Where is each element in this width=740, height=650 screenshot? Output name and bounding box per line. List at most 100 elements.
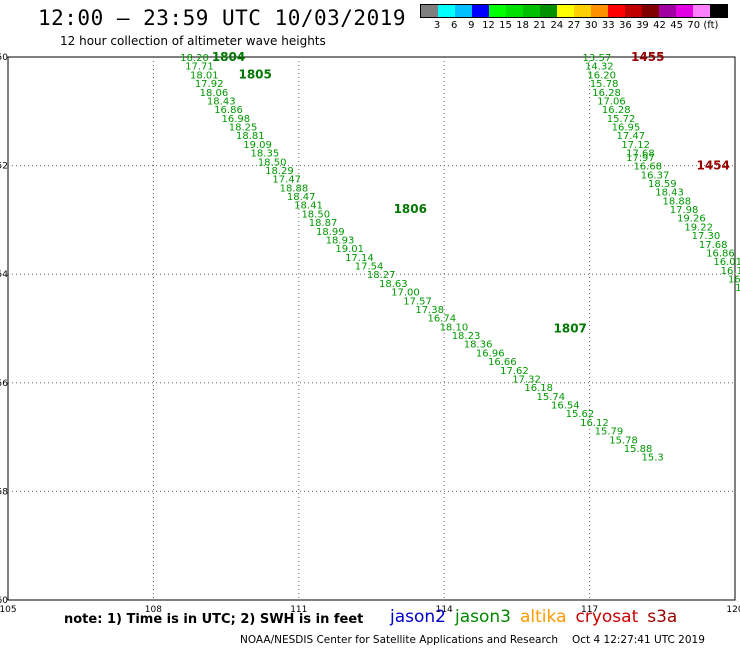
wave-height-label: 17.98 bbox=[670, 205, 699, 216]
scale-swatch bbox=[625, 5, 642, 17]
wave-height-label: 15.62 bbox=[566, 409, 595, 420]
wave-height-label: 16.86 bbox=[214, 105, 243, 116]
scale-swatch bbox=[506, 5, 523, 17]
wave-height-label: 18.35 bbox=[251, 149, 280, 160]
wave-height-label: 16.95 bbox=[612, 123, 641, 134]
wave-height-label: 17.92 bbox=[195, 79, 224, 90]
wave-height-label: 18.99 bbox=[316, 227, 345, 238]
wave-height-label: 17.14 bbox=[345, 253, 374, 264]
wave-height-label: 18.43 bbox=[207, 96, 236, 107]
x-tick-label: 120 bbox=[726, 605, 740, 615]
wave-height-label: 18.36 bbox=[464, 340, 493, 351]
pass-number-label: 1805 bbox=[238, 67, 271, 81]
wave-height-label: 18.23 bbox=[452, 331, 481, 342]
scale-label: 6 bbox=[451, 20, 458, 31]
wave-height-label: 18.10 bbox=[440, 322, 469, 333]
wave-height-label: 16.74 bbox=[427, 314, 456, 325]
wave-height-label: 16.19 bbox=[721, 266, 740, 277]
wave-height-label: 15.74 bbox=[537, 392, 566, 403]
pass-number-label: 1804 bbox=[212, 50, 245, 64]
satellite-cryosat: cryosat bbox=[575, 607, 639, 627]
wave-height-label: 14.32 bbox=[585, 62, 614, 73]
satellite-jason2: jason2 bbox=[390, 607, 446, 627]
wave-height-label: 16.86 bbox=[706, 248, 735, 259]
wave-height-label: 17.32 bbox=[512, 374, 541, 385]
scale-swatch bbox=[438, 5, 455, 17]
wave-height-label: 16.66 bbox=[488, 357, 517, 368]
scale-swatch bbox=[557, 5, 574, 17]
scale-label: 24 bbox=[550, 20, 564, 31]
credit-timestamp: Oct 4 12:27:41 UTC 2019 bbox=[572, 634, 705, 646]
wave-height-label: 17.62 bbox=[500, 366, 529, 377]
scale-label: 70 bbox=[687, 20, 701, 31]
footer-note: note: 1) Time is in UTC; 2) SWH is in fe… bbox=[64, 612, 364, 627]
scale-swatch bbox=[642, 5, 659, 17]
wave-height-label: 16.37 bbox=[641, 170, 670, 181]
wave-height-label: 18.06 bbox=[200, 88, 229, 99]
color-scale-legend: 3 6 9 12 15 18 21 24 27 30 33 36 39 42 45 70 (ft) bbox=[420, 4, 728, 36]
plot-frame bbox=[7, 56, 736, 601]
scale-label: 42 bbox=[653, 20, 666, 31]
scale-label: 9 bbox=[468, 20, 475, 31]
wave-height-label: 18.88 bbox=[663, 196, 692, 207]
wave-height-label: 16.01 bbox=[713, 257, 740, 268]
pass-number-label: 1454 bbox=[696, 159, 729, 173]
scale-label: 30 bbox=[584, 20, 598, 31]
wave-height-label: 15.78 bbox=[609, 435, 638, 446]
wave-height-label: 18.50 bbox=[301, 209, 330, 220]
wave-height-label: 18.20 bbox=[180, 53, 209, 64]
y-tick-label: -50 bbox=[0, 53, 8, 63]
wave-height-label: 18.59 bbox=[648, 179, 677, 190]
scale-label: 33 bbox=[601, 20, 615, 31]
scale-swatch bbox=[693, 5, 710, 17]
x-tick-label: 105 bbox=[0, 605, 17, 615]
wave-height-label: 17.38 bbox=[415, 305, 444, 316]
wave-height-label: 19.26 bbox=[677, 214, 706, 225]
scale-swatch bbox=[574, 5, 591, 17]
wave-height-label: 16.96 bbox=[476, 348, 505, 359]
wave-height-label: 18.47 bbox=[287, 192, 316, 203]
scale-label: 15 bbox=[499, 20, 512, 31]
satellite-altika: altika bbox=[520, 607, 567, 627]
x-tick-label: 108 bbox=[145, 605, 162, 615]
wave-height-label: 17.68 bbox=[626, 149, 655, 160]
wave-height-label: 18.87 bbox=[309, 218, 338, 229]
wave-height-label: 19.09 bbox=[243, 140, 272, 151]
wave-height-label: 18.93 bbox=[326, 235, 355, 246]
scale-swatch bbox=[591, 5, 608, 17]
scale-label: 3 bbox=[433, 20, 441, 31]
wave-height-label: 18.29 bbox=[265, 166, 294, 177]
y-tick-label: -56 bbox=[0, 379, 8, 389]
scale-swatch bbox=[489, 5, 506, 17]
y-tick-label: -60 bbox=[0, 596, 8, 606]
wave-height-label: 17.71 bbox=[185, 62, 214, 73]
scale-swatch bbox=[710, 5, 727, 17]
wave-height-label: 18.50 bbox=[258, 157, 287, 168]
wave-height-label: 13.57 bbox=[583, 53, 612, 64]
y-tick-label: -54 bbox=[0, 270, 8, 280]
wave-height-label: 18.88 bbox=[280, 183, 309, 194]
satellite-jason3: jason3 bbox=[455, 607, 511, 627]
scale-label: 12 bbox=[482, 20, 495, 31]
credit-text: NOAA/NESDIS Center for Satellite Applica… bbox=[240, 634, 558, 646]
x-tick-label: 117 bbox=[581, 605, 598, 615]
wave-height-label: 17.97 bbox=[626, 153, 655, 164]
scale-label: 21 bbox=[533, 20, 547, 31]
scale-swatch bbox=[540, 5, 557, 17]
wave-height-label: 17.47 bbox=[616, 131, 645, 142]
wave-height-label: 17.54 bbox=[355, 262, 384, 273]
y-tick-label: -58 bbox=[0, 487, 8, 497]
wave-height-label: 15.78 bbox=[590, 79, 619, 90]
chart-title: 12:00 – 23:59 UTC 10/03/2019 bbox=[38, 6, 407, 30]
wave-height-label: 18.43 bbox=[655, 188, 684, 199]
color-scale-labels: 3 6 9 12 15 18 21 24 27 30 33 36 39 42 45 70 (ft) bbox=[420, 20, 728, 34]
scale-label: 45 bbox=[670, 20, 684, 31]
satellite-legend: jason2 jason3 altika cryosat s3a bbox=[390, 607, 686, 627]
wave-height-label: 16.28 bbox=[602, 105, 631, 116]
wave-height-label: 18.27 bbox=[367, 270, 396, 281]
wave-height-label: 15.88 bbox=[624, 444, 653, 455]
chart-subtitle: 12 hour collection of altimeter wave hei… bbox=[60, 34, 326, 48]
wave-height-label: 17.30 bbox=[692, 231, 721, 242]
pass-number-label: 1806 bbox=[394, 202, 427, 216]
